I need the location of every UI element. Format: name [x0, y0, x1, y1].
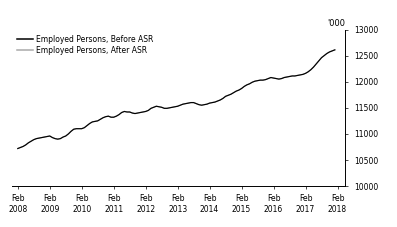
Text: '000: '000 [328, 19, 345, 28]
Legend: Employed Persons, Before ASR, Employed Persons, After ASR: Employed Persons, Before ASR, Employed P… [16, 33, 154, 56]
